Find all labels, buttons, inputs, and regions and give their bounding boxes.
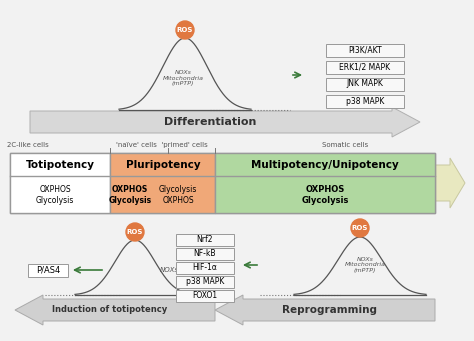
- Text: OXPHOS
Glycolysis: OXPHOS Glycolysis: [109, 185, 152, 205]
- Bar: [176, 248, 234, 260]
- Text: NOXs: NOXs: [160, 267, 179, 273]
- Text: PI3K/AKT: PI3K/AKT: [348, 45, 382, 55]
- Bar: [110, 153, 215, 213]
- Text: Glycolysis
OXPHOS: Glycolysis OXPHOS: [159, 185, 197, 205]
- Text: NF-kB: NF-kB: [194, 250, 216, 258]
- Bar: [28, 264, 68, 277]
- Text: Multipotency/Unipotency: Multipotency/Unipotency: [251, 160, 399, 170]
- FancyArrow shape: [30, 107, 420, 137]
- Bar: [326, 94, 404, 107]
- Bar: [215, 153, 435, 213]
- Circle shape: [126, 223, 144, 241]
- Bar: [176, 290, 234, 302]
- Bar: [326, 60, 404, 74]
- Text: FOXO1: FOXO1: [192, 292, 218, 300]
- Text: Somatic cells: Somatic cells: [322, 142, 368, 148]
- Bar: [10, 153, 110, 213]
- FancyArrow shape: [435, 158, 465, 208]
- Text: HIF-1α: HIF-1α: [192, 264, 218, 272]
- Text: P/AS4: P/AS4: [36, 266, 60, 275]
- Bar: [326, 44, 404, 57]
- Text: Pluripotency: Pluripotency: [126, 160, 201, 170]
- Circle shape: [351, 219, 369, 237]
- Text: 2C-like cells: 2C-like cells: [7, 142, 49, 148]
- Text: OXPHOS
Glycolysis: OXPHOS Glycolysis: [301, 185, 349, 205]
- Text: Nrf2: Nrf2: [197, 236, 213, 244]
- Text: Induction of totipotency: Induction of totipotency: [52, 306, 168, 314]
- Text: ROS: ROS: [127, 229, 143, 235]
- Text: NOXs
Mitochondria
(mPTP): NOXs Mitochondria (mPTP): [163, 70, 203, 86]
- Text: 'naïve' cells  'primed' cells: 'naïve' cells 'primed' cells: [116, 142, 208, 148]
- Text: ROS: ROS: [177, 27, 193, 33]
- Text: JNK MAPK: JNK MAPK: [346, 79, 383, 89]
- Text: p38 MAPK: p38 MAPK: [186, 278, 224, 286]
- Bar: [176, 276, 234, 288]
- Text: ERK1/2 MAPK: ERK1/2 MAPK: [339, 62, 391, 72]
- Circle shape: [176, 21, 194, 39]
- FancyArrow shape: [15, 295, 215, 325]
- Bar: [326, 77, 404, 90]
- Bar: [10, 153, 435, 213]
- Text: Totipotency: Totipotency: [26, 160, 94, 170]
- Text: OXPHOS
Glycolysis: OXPHOS Glycolysis: [36, 185, 74, 205]
- Text: ROS: ROS: [352, 225, 368, 231]
- Bar: [176, 234, 234, 246]
- Text: Reprogramming: Reprogramming: [283, 305, 377, 315]
- Bar: [176, 262, 234, 274]
- Text: NOXs
Mitochondria
(mPTP): NOXs Mitochondria (mPTP): [345, 257, 385, 273]
- Text: p38 MAPK: p38 MAPK: [346, 97, 384, 105]
- Text: Differentiation: Differentiation: [164, 117, 256, 127]
- FancyArrow shape: [215, 295, 435, 325]
